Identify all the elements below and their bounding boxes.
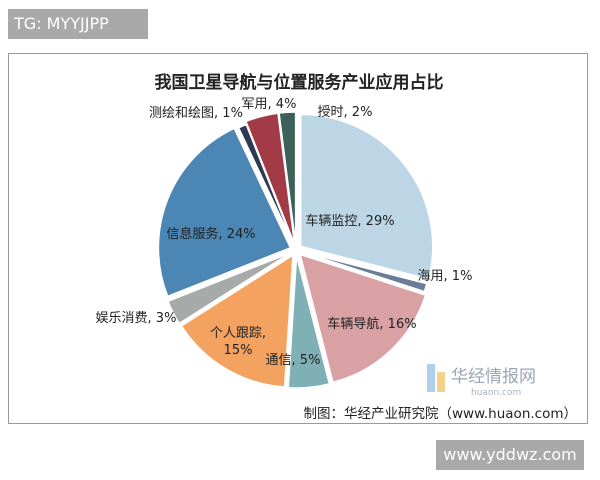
huajing-watermark-logo: 华经情报网 huaon.com [427, 364, 536, 398]
pie-slice-车辆导航 [299, 253, 427, 384]
slice-label-车辆监控: 车辆监控, 29% [305, 213, 394, 229]
top-watermark-tag: TG: MYYJJPP [8, 9, 148, 39]
slice-label-军用: 军用, 4% [242, 97, 297, 112]
slice-label-海用: 海用, 1% [418, 269, 473, 284]
pie-slice-娱乐消费 [166, 252, 292, 325]
pie-slice-通信 [287, 255, 331, 389]
slice-label-授时: 授时, 2% [318, 105, 373, 120]
watermark-name: 华经情报网 [451, 367, 536, 387]
pie-slice-海用 [298, 250, 428, 293]
bottom-watermark-tag: www.yddwz.com [436, 440, 584, 470]
chart-title: 我国卫星导航与位置服务产业应用占比 [154, 73, 444, 93]
pie-slice-测绘和绘图 [237, 123, 296, 248]
chart-source: 制图：华经产业研究院（www.huaon.com） [303, 406, 578, 422]
slice-label-娱乐消费: 娱乐消费, 3% [96, 311, 177, 326]
pie-slice-信息服务 [157, 127, 292, 298]
slice-label-车辆导航: 车辆导航, 16% [327, 316, 416, 332]
pie-slice-个人跟踪 [180, 253, 294, 388]
pie-slice-军用 [244, 112, 296, 245]
slice-label-通信: 通信, 5% [266, 353, 321, 368]
slice-label-信息服务: 信息服务, 24% [166, 226, 255, 242]
pie-slice-授时 [278, 111, 297, 245]
watermark-url: huaon.com [471, 388, 521, 398]
slice-label-测绘和绘图: 测绘和绘图, 1% [149, 106, 243, 121]
pie-slice-车辆监控 [299, 113, 434, 281]
slice-label-个人跟踪: 个人跟踪, 15% [210, 326, 266, 358]
